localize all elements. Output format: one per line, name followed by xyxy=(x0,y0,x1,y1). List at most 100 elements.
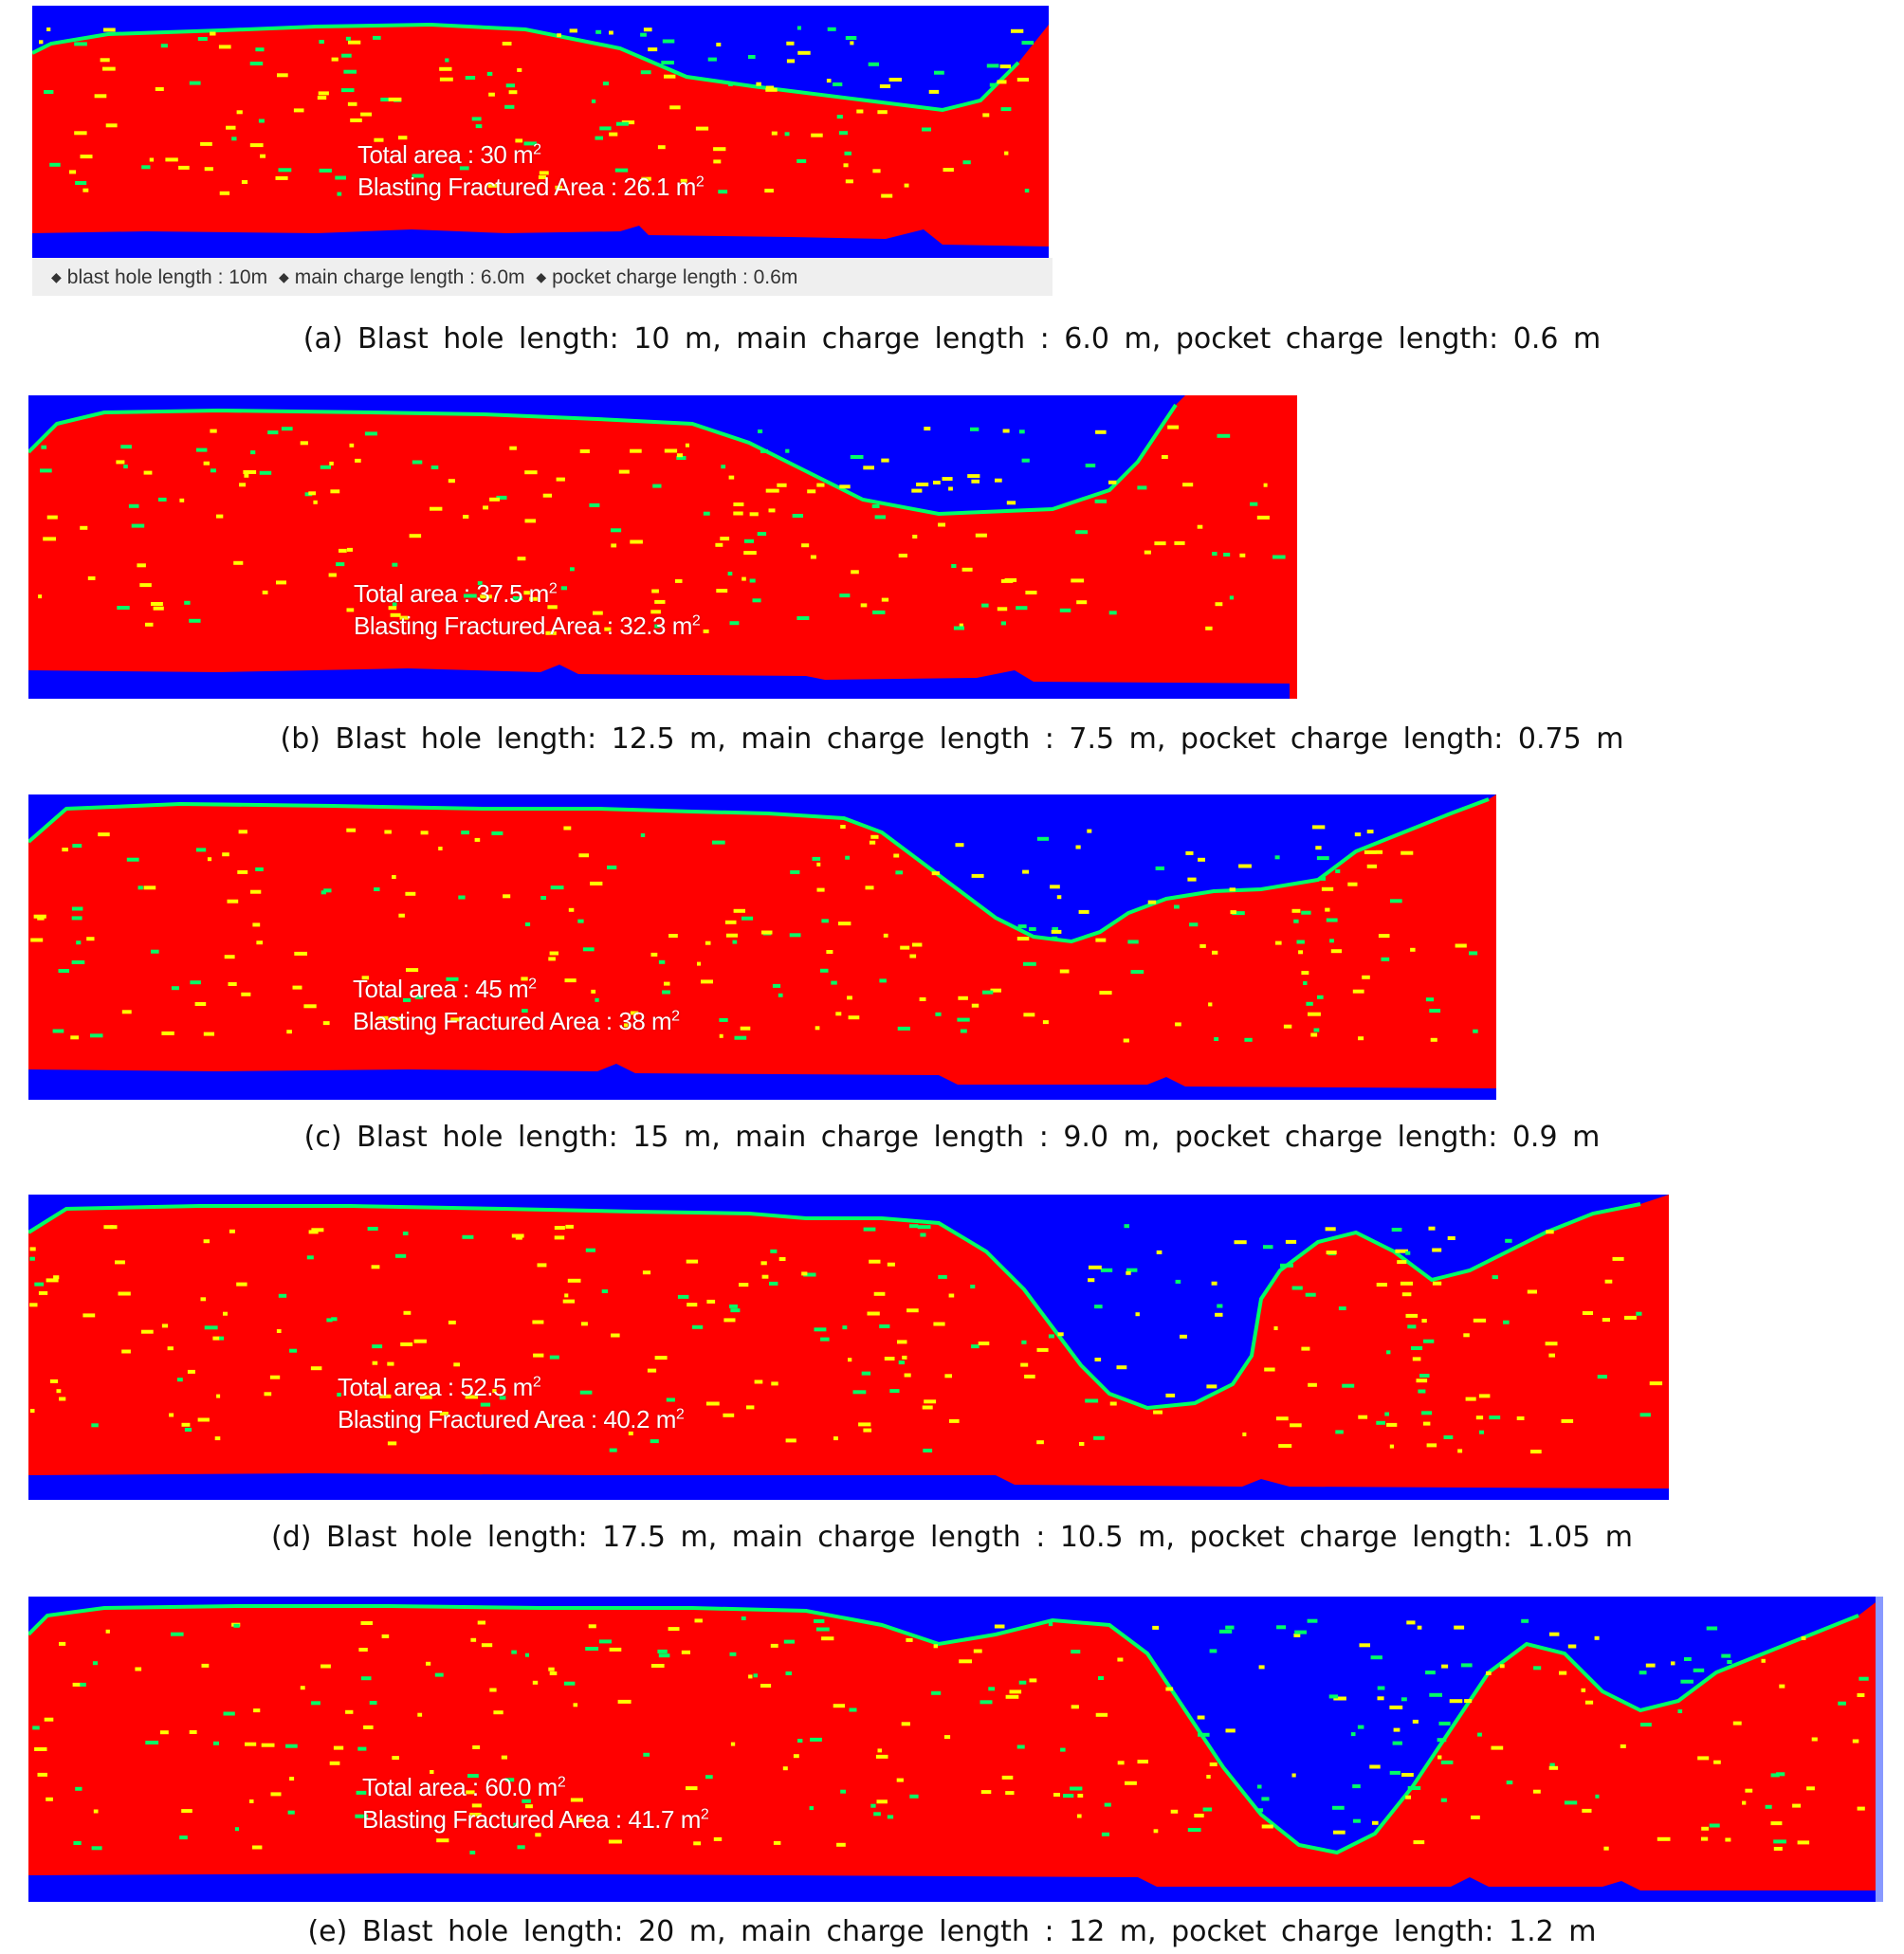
fracture-speckle xyxy=(471,1803,482,1808)
fracture-speckle xyxy=(204,1325,218,1330)
fracture-speckle xyxy=(436,1838,449,1843)
fracture-speckle xyxy=(1326,1251,1337,1255)
fracture-speckle xyxy=(474,837,481,842)
fracture-speckle xyxy=(1325,1227,1336,1232)
fracture-speckle xyxy=(785,1438,796,1443)
fracture-speckle xyxy=(329,461,334,466)
fracture-speckle xyxy=(581,1322,588,1326)
fracture-speckle xyxy=(1006,501,1016,505)
fracture-speckle xyxy=(511,1650,517,1654)
fracture-speckle xyxy=(811,133,823,137)
fracture-speckle xyxy=(1636,1311,1642,1316)
fracture-speckle xyxy=(517,1845,525,1850)
fracture-speckle xyxy=(578,853,589,858)
fracture-speckle xyxy=(706,1299,716,1304)
fracture-speckle xyxy=(197,1417,210,1422)
fracture-speckle xyxy=(676,453,683,458)
fracture-speckle xyxy=(611,1333,620,1338)
fracture-speckle xyxy=(997,607,1008,612)
parameter-bar-a: ◆ blast hole length : 10m ◆ main charge le… xyxy=(32,258,1053,296)
fracture-speckle xyxy=(641,176,651,181)
fracture-speckle xyxy=(1806,1786,1815,1791)
fracture-speckle xyxy=(445,58,449,63)
fracture-speckle xyxy=(1278,1444,1292,1449)
fracture-speckle xyxy=(870,834,879,839)
fracture-speckle xyxy=(693,1841,702,1846)
fracture-speckle xyxy=(756,82,761,86)
caption-a: (a) Blast hole length: 10 m, main charge… xyxy=(302,322,1602,356)
fracture-speckle xyxy=(90,1033,103,1038)
fracture-speckle xyxy=(318,91,329,96)
fracture-speckle xyxy=(358,1648,368,1652)
fracture-boundary-e xyxy=(28,1604,1859,1855)
fracture-speckle xyxy=(1320,876,1326,881)
fracture-speckle xyxy=(420,1395,432,1399)
fracture-speckle xyxy=(317,96,327,100)
fracture-speckle xyxy=(223,1711,235,1716)
fracture-speckle xyxy=(34,1747,47,1751)
fracture-speckle xyxy=(319,40,324,45)
fracture-speckle xyxy=(250,889,262,894)
total-area-a: Total area : 30 m xyxy=(357,140,534,169)
fracture-speckle xyxy=(838,131,848,136)
fracture-speckle xyxy=(850,41,854,46)
fracture-speckle xyxy=(877,110,888,115)
fracture-speckle xyxy=(161,1031,174,1035)
fracture-speckle xyxy=(414,995,424,999)
fracture-speckle xyxy=(856,109,864,114)
fracture-speckle xyxy=(1432,1248,1442,1252)
fracture-speckle xyxy=(686,1786,698,1791)
fracture-speckle xyxy=(380,98,390,101)
fracture-speckle xyxy=(515,138,523,143)
fracture-speckle xyxy=(844,151,851,155)
fracture-speckle xyxy=(381,1634,390,1638)
fracture-speckle xyxy=(933,481,941,484)
fracture-speckle xyxy=(1389,1705,1403,1709)
fracture-map-b-svg xyxy=(28,395,1297,699)
fracture-speckle xyxy=(426,1661,431,1666)
fracture-speckle xyxy=(924,427,931,431)
fracture-speckle xyxy=(512,596,523,600)
fracture-speckle xyxy=(783,1639,795,1644)
fracture-speckle xyxy=(1004,151,1009,155)
fracture-speckle xyxy=(196,447,208,452)
intact-zone-top-d xyxy=(28,1195,1669,1408)
fracture-speckle xyxy=(1094,1358,1102,1361)
fracture-speckle xyxy=(252,1845,263,1850)
fracture-speckle xyxy=(871,504,880,508)
fracture-speckle xyxy=(369,1701,377,1705)
fracture-speckle xyxy=(1197,1715,1205,1720)
fracture-speckle xyxy=(1218,1629,1233,1634)
fracture-speckle xyxy=(960,1029,967,1033)
fracture-speckle xyxy=(1214,1037,1219,1041)
fracture-speckle xyxy=(413,1339,427,1343)
param-blast-hole-length: blast hole length : 10m xyxy=(66,266,268,288)
intact-zone-bottom-b xyxy=(28,665,1297,699)
fracture-speckle xyxy=(181,1422,191,1427)
fracture-speckle xyxy=(668,934,678,938)
fracture-speckle xyxy=(595,136,603,140)
fracture-speckle xyxy=(1505,1238,1512,1243)
fracture-speckle xyxy=(579,1390,593,1395)
fracture-speckle xyxy=(1189,922,1199,927)
fracture-speckle xyxy=(1376,1420,1385,1425)
fracture-speckle xyxy=(754,1379,763,1384)
fracture-speckle xyxy=(155,87,164,91)
fracture-speckle xyxy=(1418,1389,1426,1394)
fracture-boundary-a xyxy=(32,22,1020,113)
fracture-speckle xyxy=(760,448,768,453)
fracture-speckle xyxy=(994,1624,1005,1629)
fracture-speckle xyxy=(269,1375,281,1379)
fracture-speckle xyxy=(1366,830,1374,834)
fracture-speckle xyxy=(833,82,843,86)
fracture-speckle xyxy=(1087,829,1092,833)
fracture-speckle xyxy=(1545,1342,1558,1346)
fracture-speckle xyxy=(1479,1430,1484,1434)
fracture-speckle xyxy=(1137,1760,1148,1764)
fracture-speckle xyxy=(475,124,483,129)
fracture-speckle xyxy=(1384,1412,1389,1416)
fracture-speckle xyxy=(1389,1444,1394,1449)
fracture-speckle xyxy=(38,1290,48,1295)
fracture-speckle xyxy=(887,1815,894,1819)
fracture-speckle xyxy=(331,57,339,62)
